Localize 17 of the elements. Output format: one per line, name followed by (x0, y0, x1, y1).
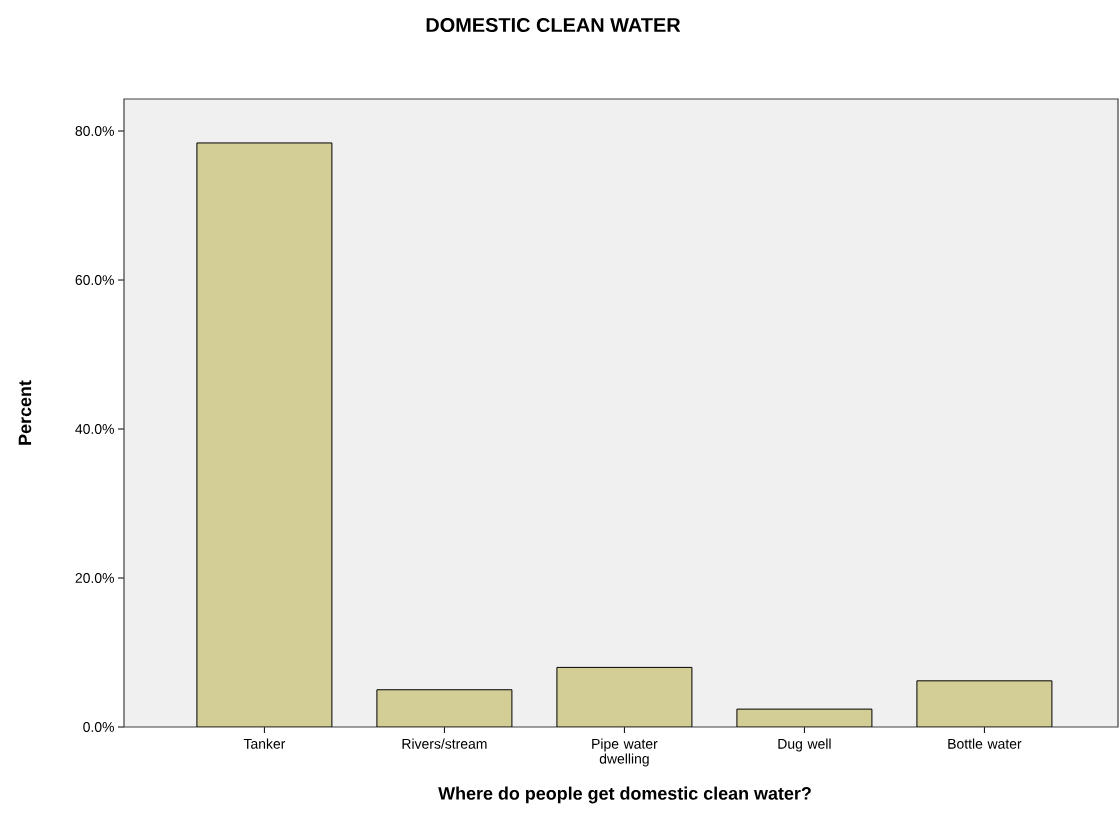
y-tick-label: 60.0% (75, 275, 114, 285)
y-tick-label: 0.0% (83, 722, 114, 732)
x-tick-label: Rivers/stream (402, 738, 487, 749)
y-tick-label: 20.0% (75, 573, 114, 583)
y-axis-title: Percent (18, 380, 32, 445)
bar (916, 680, 1053, 727)
x-tick-label: Tanker (243, 738, 286, 749)
x-tick-label: Dug well (778, 738, 831, 752)
x-tick-label: Bottle water (948, 738, 1022, 749)
x-axis-title: Where do people get domestic clean water? (438, 786, 811, 804)
bar (376, 689, 512, 727)
bar (196, 142, 333, 727)
x-tick-label: Pipe water dwelling (592, 738, 658, 767)
y-tick-label: 40.0% (75, 424, 114, 434)
bar (556, 666, 693, 727)
chart-title: DOMESTIC CLEAN WATER (426, 17, 681, 33)
y-tick-label: 80.0% (75, 126, 114, 136)
